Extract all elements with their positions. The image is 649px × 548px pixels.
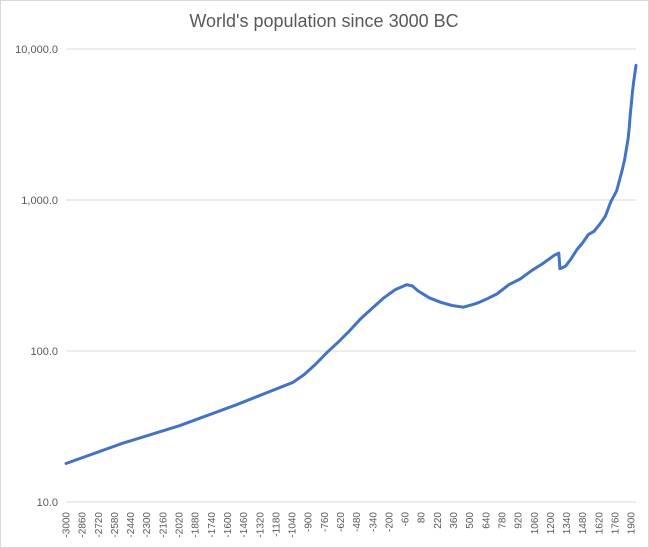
y-tick-label: 10,000.0 <box>15 44 58 56</box>
x-tick-label: 1060 <box>530 512 541 535</box>
x-tick-label: 640 <box>481 512 492 529</box>
y-tick-label: 1,000.0 <box>21 195 58 207</box>
x-tick-label: -1040 <box>288 512 299 538</box>
x-tick-label: 360 <box>449 512 460 529</box>
x-tick-label: -340 <box>368 512 379 532</box>
x-tick-label: -1180 <box>271 512 282 537</box>
x-tick-label: 1620 <box>594 512 605 535</box>
x-tick-label: 220 <box>433 512 444 529</box>
x-tick-label: -200 <box>384 512 395 532</box>
x-tick-label: 500 <box>465 512 476 529</box>
x-tick-label: -2580 <box>110 512 121 538</box>
x-tick-label: -1600 <box>223 512 234 538</box>
x-tick-label: -760 <box>320 512 331 532</box>
x-tick-label: -1320 <box>255 512 266 538</box>
y-tick-label: 100.0 <box>30 346 58 358</box>
x-tick-label: 1340 <box>562 512 573 535</box>
x-tick-label: -3000 <box>62 512 73 538</box>
x-tick-label: -1880 <box>191 512 202 538</box>
x-tick-label: 780 <box>497 512 508 529</box>
x-axis-labels: -3000 -2860 -2720 -2580 -2440 -2300 -2160 -2020… <box>62 512 638 538</box>
y-gridlines <box>66 48 636 503</box>
x-tick-label: -2160 <box>158 512 169 538</box>
y-tick-label: 10.0 <box>37 497 58 509</box>
x-tick-label: -2720 <box>94 512 105 538</box>
x-tick-label: -1740 <box>207 512 218 538</box>
x-tick-label: 1480 <box>578 512 589 535</box>
x-tick-label: 920 <box>514 512 525 529</box>
x-tick-label: -2300 <box>142 512 153 538</box>
x-tick-label: -2020 <box>175 512 186 538</box>
x-tick-label: 80 <box>417 512 428 524</box>
x-tick-label: -480 <box>352 512 363 532</box>
y-axis-labels: 10,000.0 1,000.0 100.0 10.0 <box>15 44 58 509</box>
x-tick-label: -2860 <box>78 512 89 538</box>
x-tick-label: 1900 <box>627 512 638 535</box>
x-tick-label: -2440 <box>126 512 137 538</box>
x-tick-label: -60 <box>401 512 412 527</box>
x-tick-label: -1460 <box>239 512 250 538</box>
population-line <box>64 63 638 465</box>
series-group <box>64 63 638 465</box>
x-tick-label: 1200 <box>546 512 557 535</box>
x-tick-label: 1760 <box>611 512 622 535</box>
x-tick-label: -620 <box>336 512 347 532</box>
chart-title: World's population since 3000 BC <box>189 11 458 31</box>
x-tick-label: -900 <box>304 512 315 532</box>
